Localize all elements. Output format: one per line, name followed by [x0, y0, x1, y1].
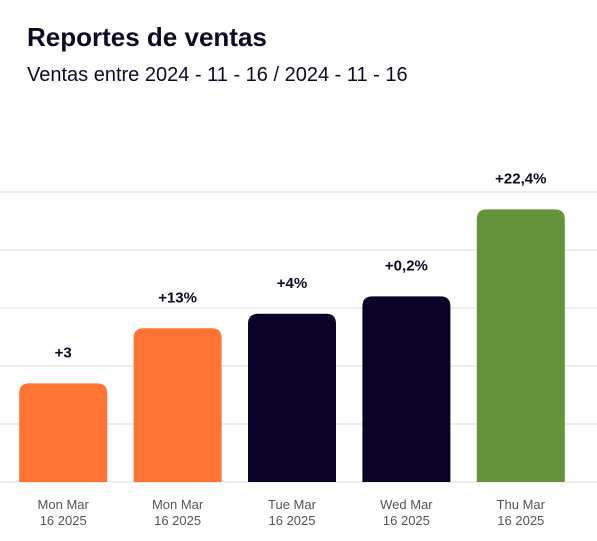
data-label-3: +4%	[277, 275, 307, 292]
x-tick-label-2-line-1: Mon Mar	[152, 497, 204, 512]
x-tick-label-1-line-2: 16 2025	[40, 513, 87, 528]
data-label-2: +13%	[158, 289, 197, 306]
x-tick-label-3-line-2: 16 2025	[269, 513, 316, 528]
bar-3	[248, 313, 336, 482]
chart-title: Reportes de ventas	[27, 22, 267, 52]
x-tick-label-2-line-2: 16 2025	[154, 513, 201, 528]
x-tick-label-4-line-2: 16 2025	[383, 513, 430, 528]
bar-2	[133, 328, 222, 482]
bar-5	[476, 209, 565, 482]
data-label-1: +3	[55, 344, 72, 361]
bar-1	[19, 383, 108, 482]
x-tick-label-5-line-2: 16 2025	[497, 513, 544, 528]
data-label-4: +0,2%	[385, 257, 428, 274]
x-tick-label-1-line-1: Mon Mar	[38, 497, 90, 512]
x-tick-label-4-line-1: Wed Mar	[380, 497, 433, 512]
bar-4	[362, 296, 451, 482]
data-label-5: +22,4%	[495, 170, 546, 187]
x-tick-label-5-line-1: Thu Mar	[497, 497, 546, 512]
x-tick-label-3-line-1: Tue Mar	[268, 497, 317, 512]
chart-subtitle: Ventas entre 2024 - 11 - 16 / 2024 - 11 …	[27, 64, 408, 86]
